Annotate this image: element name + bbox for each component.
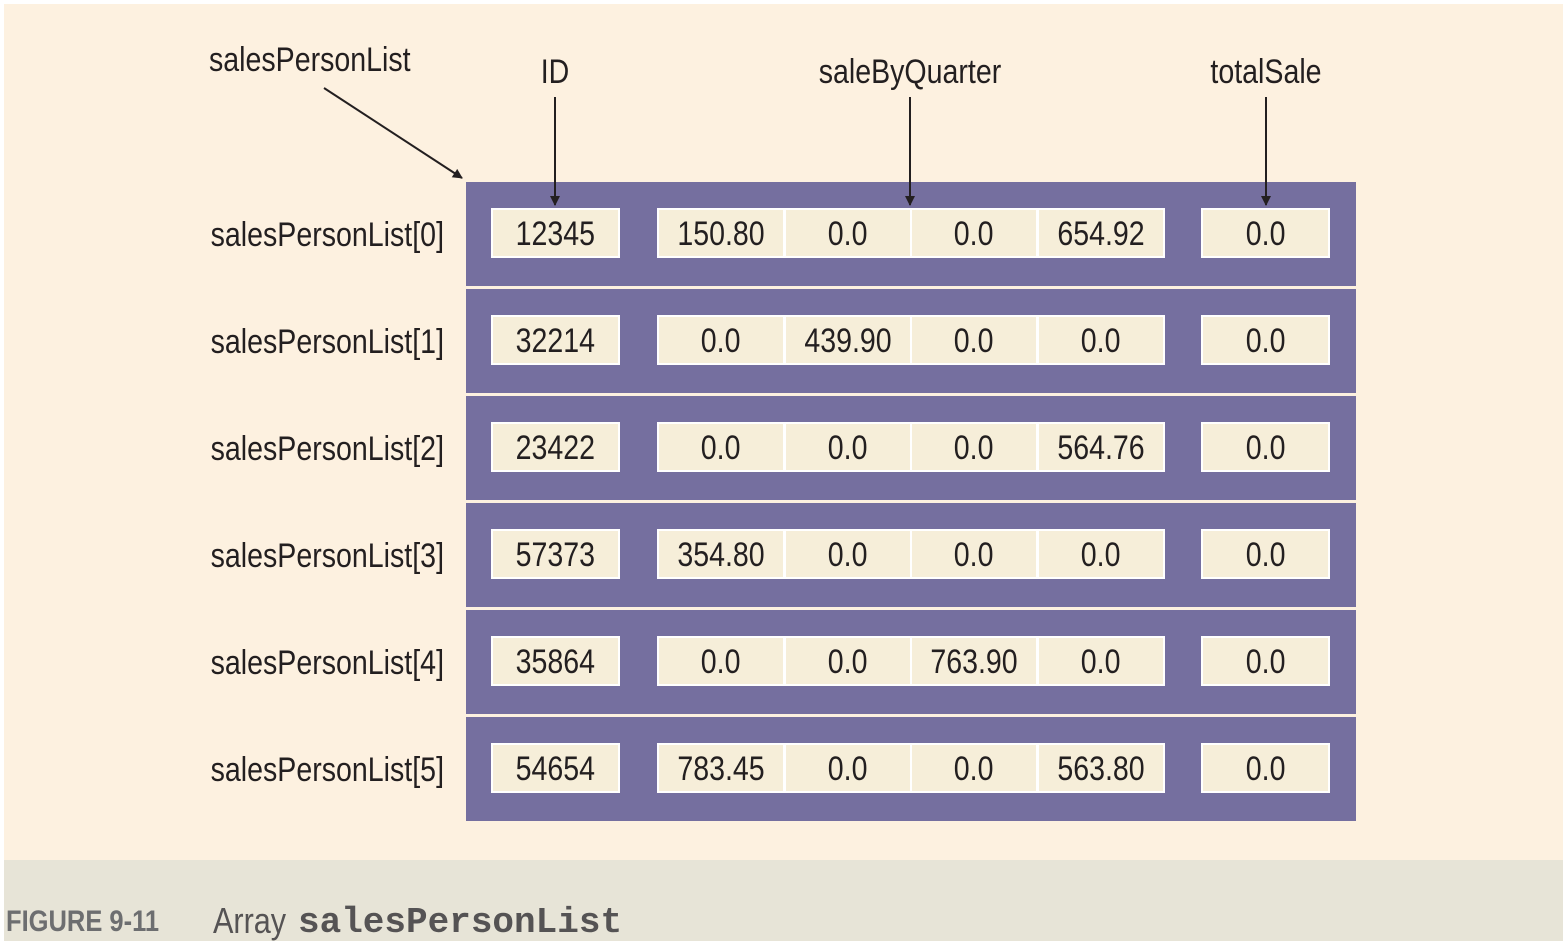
- caption-bar: [4, 860, 1563, 941]
- id-cell: 32214: [491, 315, 620, 365]
- row-index-label: salesPersonList[5]: [210, 751, 444, 789]
- quarter-cell: 0.0: [1037, 315, 1165, 365]
- quarter-cell: 0.0: [1037, 529, 1165, 579]
- id-cell: 35864: [491, 636, 620, 686]
- total-sale-cell-value: 0.0: [1245, 750, 1286, 788]
- id-cell-value: 35864: [515, 643, 596, 681]
- quarter-cell-value: 0.0: [828, 429, 868, 467]
- total-sale-cell: 0.0: [1201, 315, 1330, 365]
- quarter-cell-value: 0.0: [954, 429, 994, 467]
- quarter-cell: 654.92: [1037, 208, 1165, 258]
- caption-text: Array: [213, 900, 287, 941]
- quarter-cell-value: 354.80: [677, 536, 765, 574]
- row-index-label: salesPersonList[2]: [210, 430, 444, 468]
- quarter-cell-value: 0.0: [1081, 643, 1121, 681]
- quarter-cell-value: 150.80: [677, 215, 765, 253]
- quarter-cell: 0.0: [657, 422, 785, 472]
- row-index-label: salesPersonList[4]: [210, 644, 444, 682]
- id-cell: 23422: [491, 422, 620, 472]
- quarter-cell: 783.45: [657, 743, 785, 793]
- quarter-cell-value: 563.80: [1057, 750, 1145, 788]
- id-cell-value: 54654: [515, 750, 596, 788]
- quarter-cell-value: 0.0: [828, 536, 868, 574]
- quarter-cell: 0.0: [910, 315, 1038, 365]
- quarter-cell-value: 0.0: [954, 215, 994, 253]
- quarter-cell-value: 0.0: [701, 429, 741, 467]
- id-cell-value: 32214: [515, 322, 596, 360]
- total-sale-cell: 0.0: [1201, 422, 1330, 472]
- quarter-cell: 0.0: [1037, 636, 1165, 686]
- quarter-cell-value: 0.0: [701, 643, 741, 681]
- total-sale-cell-value: 0.0: [1245, 536, 1286, 574]
- quarter-cell: 0.0: [910, 422, 1038, 472]
- quarter-cell: 150.80: [657, 208, 785, 258]
- total-sale-field-label: totalSale: [1210, 53, 1322, 91]
- total-sale-cell: 0.0: [1201, 529, 1330, 579]
- quarter-cell-value: 783.45: [677, 750, 765, 788]
- quarter-cell-value: 0.0: [1081, 536, 1121, 574]
- id-field-label: ID: [540, 53, 570, 91]
- quarter-cell-value: 654.92: [1057, 215, 1145, 253]
- quarter-cell-value: 0.0: [954, 750, 994, 788]
- total-sale-cell: 0.0: [1201, 208, 1330, 258]
- quarter-cell: 0.0: [784, 743, 912, 793]
- quarter-cell-value: 0.0: [1081, 322, 1121, 360]
- quarter-cell: 0.0: [657, 315, 785, 365]
- quarter-cell: 354.80: [657, 529, 785, 579]
- row-index-label: salesPersonList[3]: [210, 537, 444, 575]
- id-cell: 54654: [491, 743, 620, 793]
- quarter-cell: 0.0: [657, 636, 785, 686]
- quarter-cell: 439.90: [784, 315, 912, 365]
- quarter-cell-value: 763.90: [930, 643, 1018, 681]
- quarter-cell: 564.76: [1037, 422, 1165, 472]
- quarter-cell: 0.0: [784, 529, 912, 579]
- id-cell-value: 12345: [515, 215, 596, 253]
- quarter-cell-value: 0.0: [954, 536, 994, 574]
- quarter-cell: 0.0: [910, 208, 1038, 258]
- sale-by-quarter-field-label: saleByQuarter: [818, 53, 1002, 91]
- row-index-label: salesPersonList[0]: [210, 216, 444, 254]
- quarter-cell: 563.80: [1037, 743, 1165, 793]
- row-index-label: salesPersonList[1]: [210, 323, 444, 361]
- array-name-label: salesPersonList: [209, 41, 411, 79]
- total-sale-cell-value: 0.0: [1245, 643, 1286, 681]
- id-cell-value: 23422: [515, 429, 596, 467]
- array-reference-arrow: [323, 87, 463, 179]
- total-sale-cell-value: 0.0: [1245, 215, 1286, 253]
- quarter-cell-value: 0.0: [828, 750, 868, 788]
- quarter-cell: 0.0: [784, 208, 912, 258]
- quarter-cell-value: 0.0: [954, 322, 994, 360]
- quarter-cell: 763.90: [910, 636, 1038, 686]
- total-sale-cell: 0.0: [1201, 743, 1330, 793]
- total-sale-cell: 0.0: [1201, 636, 1330, 686]
- quarter-cell-value: 0.0: [701, 322, 741, 360]
- quarter-cell-value: 0.0: [828, 643, 868, 681]
- figure-number: FIGURE 9-11: [6, 905, 160, 938]
- total-sale-cell-value: 0.0: [1245, 429, 1286, 467]
- id-cell: 12345: [491, 208, 620, 258]
- id-cell: 57373: [491, 529, 620, 579]
- total-sale-cell-value: 0.0: [1245, 322, 1286, 360]
- quarter-cell-value: 564.76: [1057, 429, 1145, 467]
- quarter-cell-value: 0.0: [828, 215, 868, 253]
- caption-code: salesPersonList: [298, 902, 623, 943]
- id-cell-value: 57373: [515, 536, 596, 574]
- quarter-cell-value: 439.90: [804, 322, 892, 360]
